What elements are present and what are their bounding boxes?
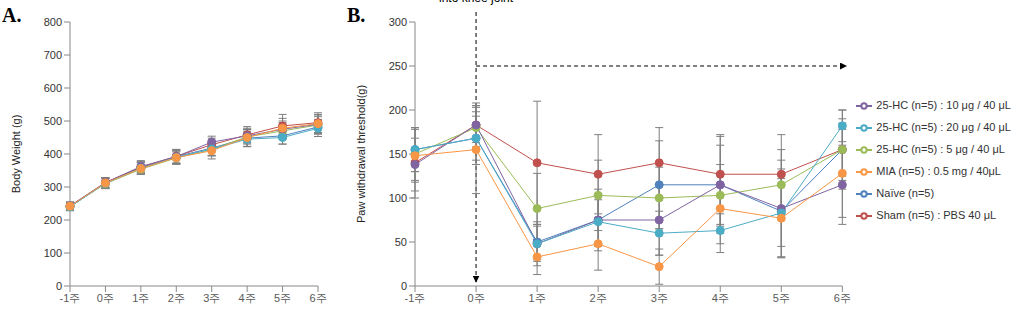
html-text:A.: A.: [2, 4, 22, 26]
html-text:Naïve (n=5): Naïve (n=5): [876, 187, 935, 199]
svg-text:Paw withdrawal threshold(g): Paw withdrawal threshold(g): [355, 85, 367, 223]
svg-text:-1주: -1주: [405, 292, 426, 304]
svg-text:300: 300: [44, 181, 62, 193]
svg-text:0: 0: [56, 280, 62, 292]
svg-text:100: 100: [389, 192, 407, 204]
html-text:25-HC (n=5) : 20 μg / 40 μL: 25-HC (n=5) : 20 μg / 40 μL: [876, 121, 1011, 133]
html-text:25-HC (n=5) : 5 μg / 40 μL: 25-HC (n=5) : 5 μg / 40 μL: [876, 143, 1005, 155]
svg-text:6주: 6주: [309, 292, 326, 304]
svg-text:-1주: -1주: [60, 292, 81, 304]
svg-text:2주: 2주: [168, 292, 185, 304]
svg-text:800: 800: [44, 16, 62, 28]
svg-text:1주: 1주: [132, 292, 149, 304]
svg-text:4주: 4주: [712, 292, 729, 304]
svg-text:600: 600: [44, 82, 62, 94]
svg-text:Body Weight (g): Body Weight (g): [10, 115, 22, 194]
svg-text:5주: 5주: [274, 292, 291, 304]
svg-text:1주: 1주: [529, 292, 546, 304]
svg-text:4주: 4주: [239, 292, 256, 304]
svg-text:100: 100: [44, 247, 62, 259]
svg-text:250: 250: [389, 60, 407, 72]
svg-text:700: 700: [44, 49, 62, 61]
svg-text:5주: 5주: [773, 292, 790, 304]
html-text:25-HC (n=5) : 10 μg / 40 μL: 25-HC (n=5) : 10 μg / 40 μL: [876, 99, 1011, 111]
svg-text:3주: 3주: [651, 292, 668, 304]
svg-text:0: 0: [401, 280, 407, 292]
svg-text:6주: 6주: [834, 292, 851, 304]
svg-text:300: 300: [389, 16, 407, 28]
html-text:Sham (n=5) : PBS 40 μL: Sham (n=5) : PBS 40 μL: [876, 209, 997, 221]
svg-text:200: 200: [44, 214, 62, 226]
svg-text:50: 50: [395, 236, 407, 248]
svg-text:2주: 2주: [590, 292, 607, 304]
svg-text:0주: 0주: [467, 292, 484, 304]
html-text:MIA (n=5) : 0.5 mg / 40μL: MIA (n=5) : 0.5 mg / 40μL: [876, 165, 1001, 177]
svg-text:200: 200: [389, 104, 407, 116]
svg-text:500: 500: [44, 115, 62, 127]
svg-text:150: 150: [389, 148, 407, 160]
svg-text:0주: 0주: [97, 292, 114, 304]
svg-text:400: 400: [44, 148, 62, 160]
html-text:B.: B.: [347, 4, 366, 26]
svg-text:3주: 3주: [203, 292, 220, 304]
